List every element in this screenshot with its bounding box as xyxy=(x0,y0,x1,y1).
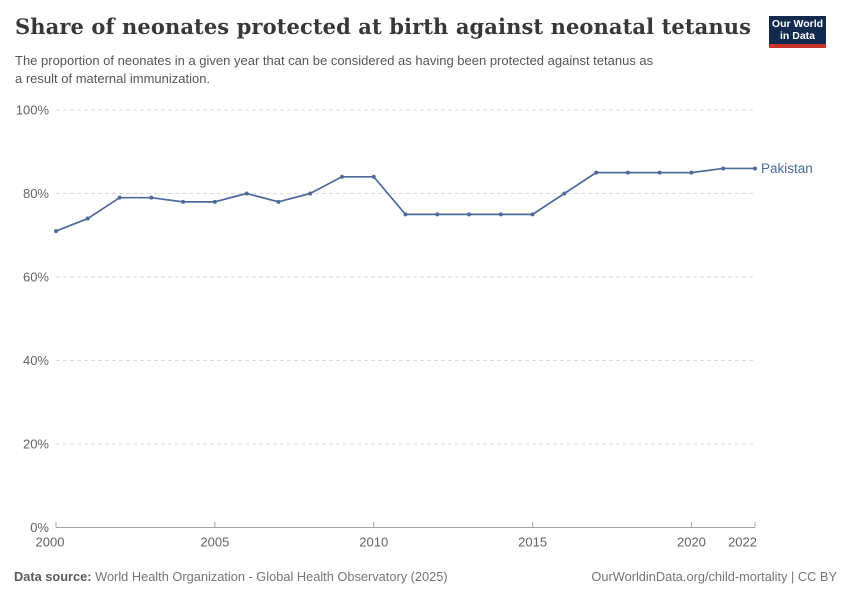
data-point xyxy=(467,212,472,217)
data-point xyxy=(689,170,694,175)
x-axis-tick-label: 2015 xyxy=(518,535,547,550)
data-point xyxy=(244,191,249,196)
data-point xyxy=(117,195,122,200)
data-point xyxy=(308,191,313,196)
x-axis-tick-label: 2020 xyxy=(677,535,706,550)
owid-logo-line2: in Data xyxy=(779,30,815,42)
data-point xyxy=(562,191,567,196)
y-axis-tick-label: 0% xyxy=(30,520,49,535)
data-point xyxy=(85,216,90,221)
data-source: Data source: World Health Organization -… xyxy=(14,569,448,584)
subtitle-line: a result of maternal immunization. xyxy=(15,70,211,86)
chart-subtitle: The proportion of neonates in a given ye… xyxy=(15,52,653,87)
chart-title: Share of neonates protected at birth aga… xyxy=(15,14,752,39)
data-point xyxy=(657,170,662,175)
data-point xyxy=(339,174,344,179)
citation-link[interactable]: OurWorldinData.org/child-mortality | CC … xyxy=(591,569,837,584)
y-axis-tick-label: 20% xyxy=(23,437,49,452)
y-axis-tick-label: 80% xyxy=(23,186,49,201)
data-point xyxy=(371,174,376,179)
data-point xyxy=(435,212,440,217)
owid-logo-line1: Our World xyxy=(771,18,824,30)
x-axis-tick-label: 2005 xyxy=(200,535,229,550)
series-line xyxy=(55,167,756,232)
y-axis-tick-label: 40% xyxy=(23,353,49,368)
data-source-value: World Health Organization - Global Healt… xyxy=(95,569,448,584)
chart-footer: Data source: World Health Organization -… xyxy=(14,569,837,584)
x-axis-tick-label: 2022 xyxy=(728,535,757,550)
owid-logo: Our World in Data xyxy=(769,16,826,48)
data-point xyxy=(181,199,186,204)
data-point xyxy=(54,229,58,234)
data-source-label: Data source: xyxy=(14,569,92,584)
series-label[interactable]: Pakistan xyxy=(761,161,813,176)
y-axis-tick-label: 60% xyxy=(23,270,49,285)
subtitle-line: The proportion of neonates in a given ye… xyxy=(15,53,654,68)
x-axis-tick-label: 2000 xyxy=(36,535,65,550)
x-axis-tick-label: 2010 xyxy=(359,535,388,550)
data-point xyxy=(594,170,599,175)
data-point xyxy=(721,166,726,171)
y-axis-tick-label: 100% xyxy=(16,103,50,118)
data-point xyxy=(530,212,535,217)
data-point xyxy=(149,195,154,200)
data-point xyxy=(276,199,281,204)
data-point xyxy=(753,166,757,171)
data-point xyxy=(625,170,630,175)
data-point xyxy=(212,199,217,204)
data-point xyxy=(403,212,408,217)
data-point xyxy=(498,212,503,217)
